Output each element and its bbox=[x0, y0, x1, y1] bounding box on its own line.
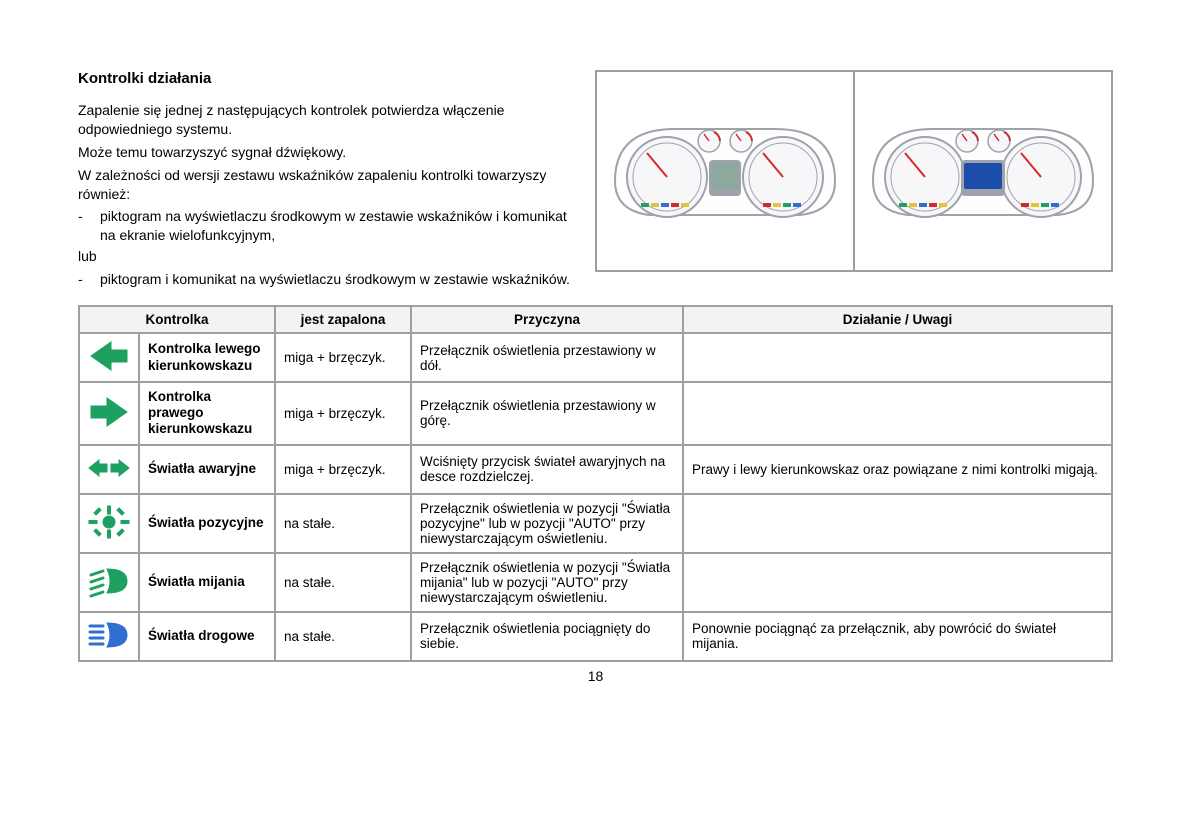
bullet-2: - piktogram i komunikat na wyświetlaczu … bbox=[78, 270, 571, 289]
table-row: Światła pozycyjnena stałe.Przełącznik oś… bbox=[79, 494, 1112, 553]
arrow-right-icon bbox=[79, 382, 139, 445]
indicators-table: Kontrolka jest zapalona Przyczyna Działa… bbox=[78, 305, 1113, 662]
bullet-1-text: piktogram na wyświetlaczu środkowym w ze… bbox=[100, 207, 571, 245]
hazard-icon bbox=[79, 445, 139, 494]
indicator-state: miga + brzęczyk. bbox=[275, 382, 411, 445]
indicator-name: Kontrolka prawego kierunkowskazu bbox=[139, 382, 275, 445]
bullet-1: - piktogram na wyświetlaczu środkowym w … bbox=[78, 207, 571, 245]
instrument-cluster-icon bbox=[863, 111, 1103, 231]
instrument-cluster-figures bbox=[595, 70, 1113, 272]
arrow-left-icon bbox=[79, 333, 139, 382]
cluster-panel-2 bbox=[853, 72, 1111, 270]
indicator-cause: Przełącznik oświetlenia w pozycji "Świat… bbox=[411, 494, 683, 553]
sidelight-icon bbox=[79, 494, 139, 553]
indicator-name: Kontrolka lewego kierunkowskazu bbox=[139, 333, 275, 382]
intro-or: lub bbox=[78, 247, 571, 266]
page-title: Kontrolki działania bbox=[78, 70, 571, 87]
indicator-state: na stałe. bbox=[275, 494, 411, 553]
indicator-cause: Przełącznik oświetlenia przestawiony w d… bbox=[411, 333, 683, 382]
indicator-action bbox=[683, 333, 1112, 382]
instrument-cluster-icon bbox=[605, 111, 845, 231]
col-action: Działanie / Uwagi bbox=[683, 306, 1112, 333]
high-beam-icon bbox=[79, 612, 139, 661]
indicator-cause: Przełącznik oświetlenia w pozycji "Świat… bbox=[411, 553, 683, 612]
table-row: Kontrolka prawego kierunkowskazumiga + b… bbox=[79, 382, 1112, 445]
manual-page: Kontrolki działania Zapalenie się jednej… bbox=[0, 0, 1191, 684]
indicator-cause: Przełącznik oświetlenia przestawiony w g… bbox=[411, 382, 683, 445]
indicator-name: Światła pozycyjne bbox=[139, 494, 275, 553]
indicator-state: na stałe. bbox=[275, 612, 411, 661]
table-row: Światła awaryjnemiga + brzęczyk.Wciśnięt… bbox=[79, 445, 1112, 494]
table-row: Kontrolka lewego kierunkowskazumiga + br… bbox=[79, 333, 1112, 382]
bullet-dash-icon: - bbox=[78, 207, 100, 245]
col-indicator: Kontrolka bbox=[79, 306, 275, 333]
indicator-cause: Wciśnięty przycisk świateł awaryjnych na… bbox=[411, 445, 683, 494]
col-state: jest zapalona bbox=[275, 306, 411, 333]
intro-text-block: Kontrolki działania Zapalenie się jednej… bbox=[78, 70, 571, 291]
indicator-action: Ponownie pociągnąć za przełącznik, aby p… bbox=[683, 612, 1112, 661]
intro-para-2: Może temu towarzyszyć sygnał dźwiękowy. bbox=[78, 143, 571, 162]
bullet-2-text: piktogram i komunikat na wyświetlaczu śr… bbox=[100, 270, 571, 289]
table-row: Światła mijaniana stałe.Przełącznik oświ… bbox=[79, 553, 1112, 612]
indicator-state: miga + brzęczyk. bbox=[275, 445, 411, 494]
indicator-name: Światła awaryjne bbox=[139, 445, 275, 494]
indicator-action bbox=[683, 553, 1112, 612]
indicator-action bbox=[683, 382, 1112, 445]
col-cause: Przyczyna bbox=[411, 306, 683, 333]
table-row: Światła drogowena stałe.Przełącznik oświ… bbox=[79, 612, 1112, 661]
page-number: 18 bbox=[78, 668, 1113, 684]
indicator-state: miga + brzęczyk. bbox=[275, 333, 411, 382]
bullet-dash-icon: - bbox=[78, 270, 100, 289]
cluster-panel-1 bbox=[597, 72, 853, 270]
indicator-name: Światła drogowe bbox=[139, 612, 275, 661]
indicator-action bbox=[683, 494, 1112, 553]
low-beam-icon bbox=[79, 553, 139, 612]
intro-para-3: W zależności od wersji zestawu wskaźnikó… bbox=[78, 166, 571, 204]
indicator-cause: Przełącznik oświetlenia pociągnięty do s… bbox=[411, 612, 683, 661]
table-header-row: Kontrolka jest zapalona Przyczyna Działa… bbox=[79, 306, 1112, 333]
top-row: Kontrolki działania Zapalenie się jednej… bbox=[78, 70, 1113, 291]
indicator-state: na stałe. bbox=[275, 553, 411, 612]
indicator-name: Światła mijania bbox=[139, 553, 275, 612]
intro-para-1: Zapalenie się jednej z następujących kon… bbox=[78, 101, 571, 139]
indicator-action: Prawy i lewy kierunkowskaz oraz powiązan… bbox=[683, 445, 1112, 494]
